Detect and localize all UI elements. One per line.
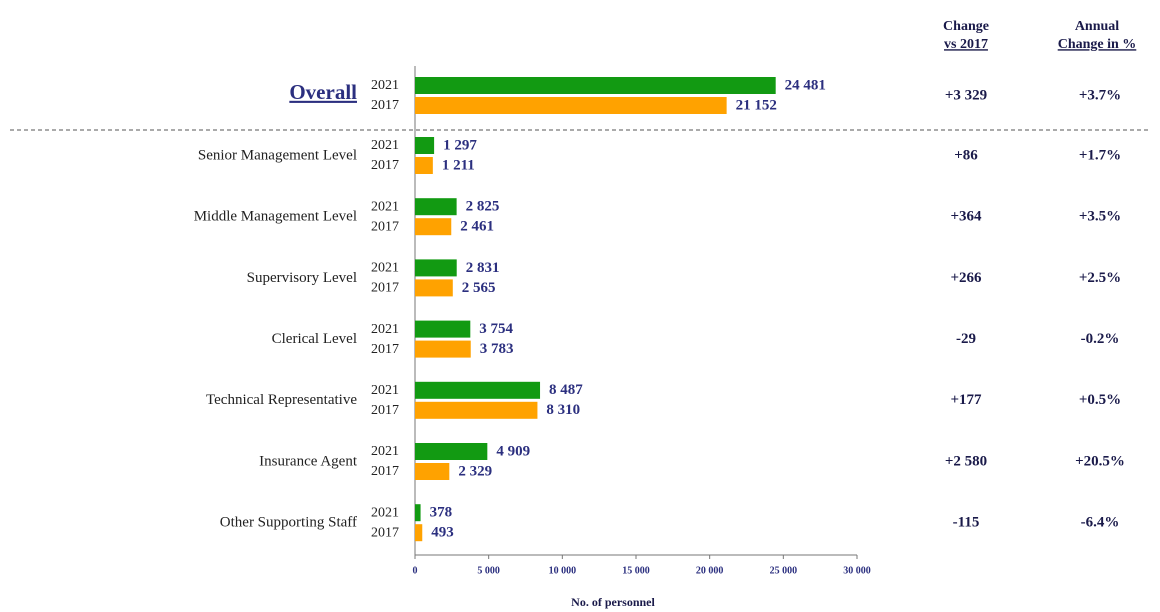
x-tick-label: 10 000 (549, 565, 577, 576)
column-value: -6.4% (1081, 515, 1120, 531)
year-label: 2017 (371, 219, 399, 234)
bar (415, 401, 538, 419)
category-label: Clerical Level (272, 331, 357, 347)
bar (415, 504, 421, 522)
value-label: 493 (431, 525, 454, 541)
year-label: 2017 (371, 98, 399, 113)
value-label: 2 329 (458, 463, 492, 479)
category-label: Senior Management Level (198, 147, 357, 163)
column-value: +20.5% (1075, 453, 1125, 469)
bar (415, 463, 450, 480)
year-label: 2021 (371, 199, 399, 214)
column-value: -0.2% (1081, 331, 1120, 347)
year-label: 2021 (371, 505, 399, 520)
year-label: 2017 (371, 342, 399, 357)
x-tick-label: 20 000 (696, 565, 724, 576)
year-label: 2017 (371, 158, 399, 173)
value-label: 8 310 (546, 402, 580, 418)
value-label: 21 152 (736, 97, 777, 113)
category-label: Middle Management Level (194, 209, 357, 225)
column-value: +3 329 (945, 87, 987, 103)
x-tick-label: 0 (413, 565, 418, 576)
column-value: +3.5% (1079, 209, 1121, 225)
column-value: +177 (950, 392, 982, 408)
value-label: 3 783 (480, 341, 514, 357)
column-header: Change in % (1058, 37, 1137, 52)
bar (415, 381, 541, 399)
bar (415, 97, 727, 114)
bar (415, 218, 452, 236)
value-label: 2 461 (460, 219, 494, 235)
value-label: 378 (430, 505, 453, 521)
category-label: Technical Representative (206, 392, 357, 408)
year-label: 2017 (371, 403, 399, 418)
bar (415, 279, 453, 297)
bar (415, 340, 471, 358)
x-tick-label: 5 000 (477, 565, 500, 576)
column-value: +2 580 (945, 453, 987, 469)
column-value: +0.5% (1079, 392, 1121, 408)
column-value: +2.5% (1079, 270, 1121, 286)
bar (415, 259, 457, 277)
category-label: Supervisory Level (247, 270, 357, 286)
bar (415, 137, 435, 154)
column-header: Change (943, 19, 989, 34)
value-label: 1 211 (442, 157, 475, 173)
value-label: 8 487 (549, 382, 583, 398)
value-label: 3 754 (479, 321, 513, 337)
year-label: 2021 (371, 383, 399, 398)
x-axis-label: No. of personnel (571, 595, 655, 609)
column-header: Annual (1075, 19, 1119, 34)
value-label: 2 565 (462, 280, 496, 296)
value-label: 4 909 (496, 443, 530, 459)
value-label: 1 297 (443, 137, 477, 153)
year-label: 2021 (371, 261, 399, 276)
x-tick-label: 25 000 (770, 565, 798, 576)
bar (415, 157, 433, 174)
bar (415, 77, 776, 94)
column-value: -29 (956, 331, 976, 347)
year-label: 2017 (371, 525, 399, 540)
column-value: +266 (950, 270, 982, 286)
year-label: 2021 (371, 322, 399, 337)
column-header: vs 2017 (944, 37, 988, 52)
overall-label: Overall (289, 80, 357, 104)
column-value: -115 (953, 515, 980, 531)
x-tick-label: 15 000 (622, 565, 650, 576)
bar (415, 443, 488, 460)
bar (415, 320, 471, 338)
category-label: Other Supporting Staff (220, 515, 357, 531)
x-tick-label: 30 000 (843, 565, 871, 576)
category-label: Insurance Agent (259, 453, 358, 469)
value-label: 24 481 (785, 77, 826, 93)
year-label: 2017 (371, 464, 399, 479)
column-value: +364 (950, 209, 982, 225)
bar (415, 524, 423, 542)
value-label: 2 825 (466, 199, 500, 215)
column-value: +1.7% (1079, 147, 1121, 163)
year-label: 2021 (371, 444, 399, 459)
year-label: 2017 (371, 281, 399, 296)
value-label: 2 831 (466, 260, 500, 276)
year-label: 2021 (371, 138, 399, 153)
column-value: +3.7% (1079, 87, 1121, 103)
year-label: 2021 (371, 78, 399, 93)
column-value: +86 (954, 147, 978, 163)
bar (415, 198, 457, 216)
